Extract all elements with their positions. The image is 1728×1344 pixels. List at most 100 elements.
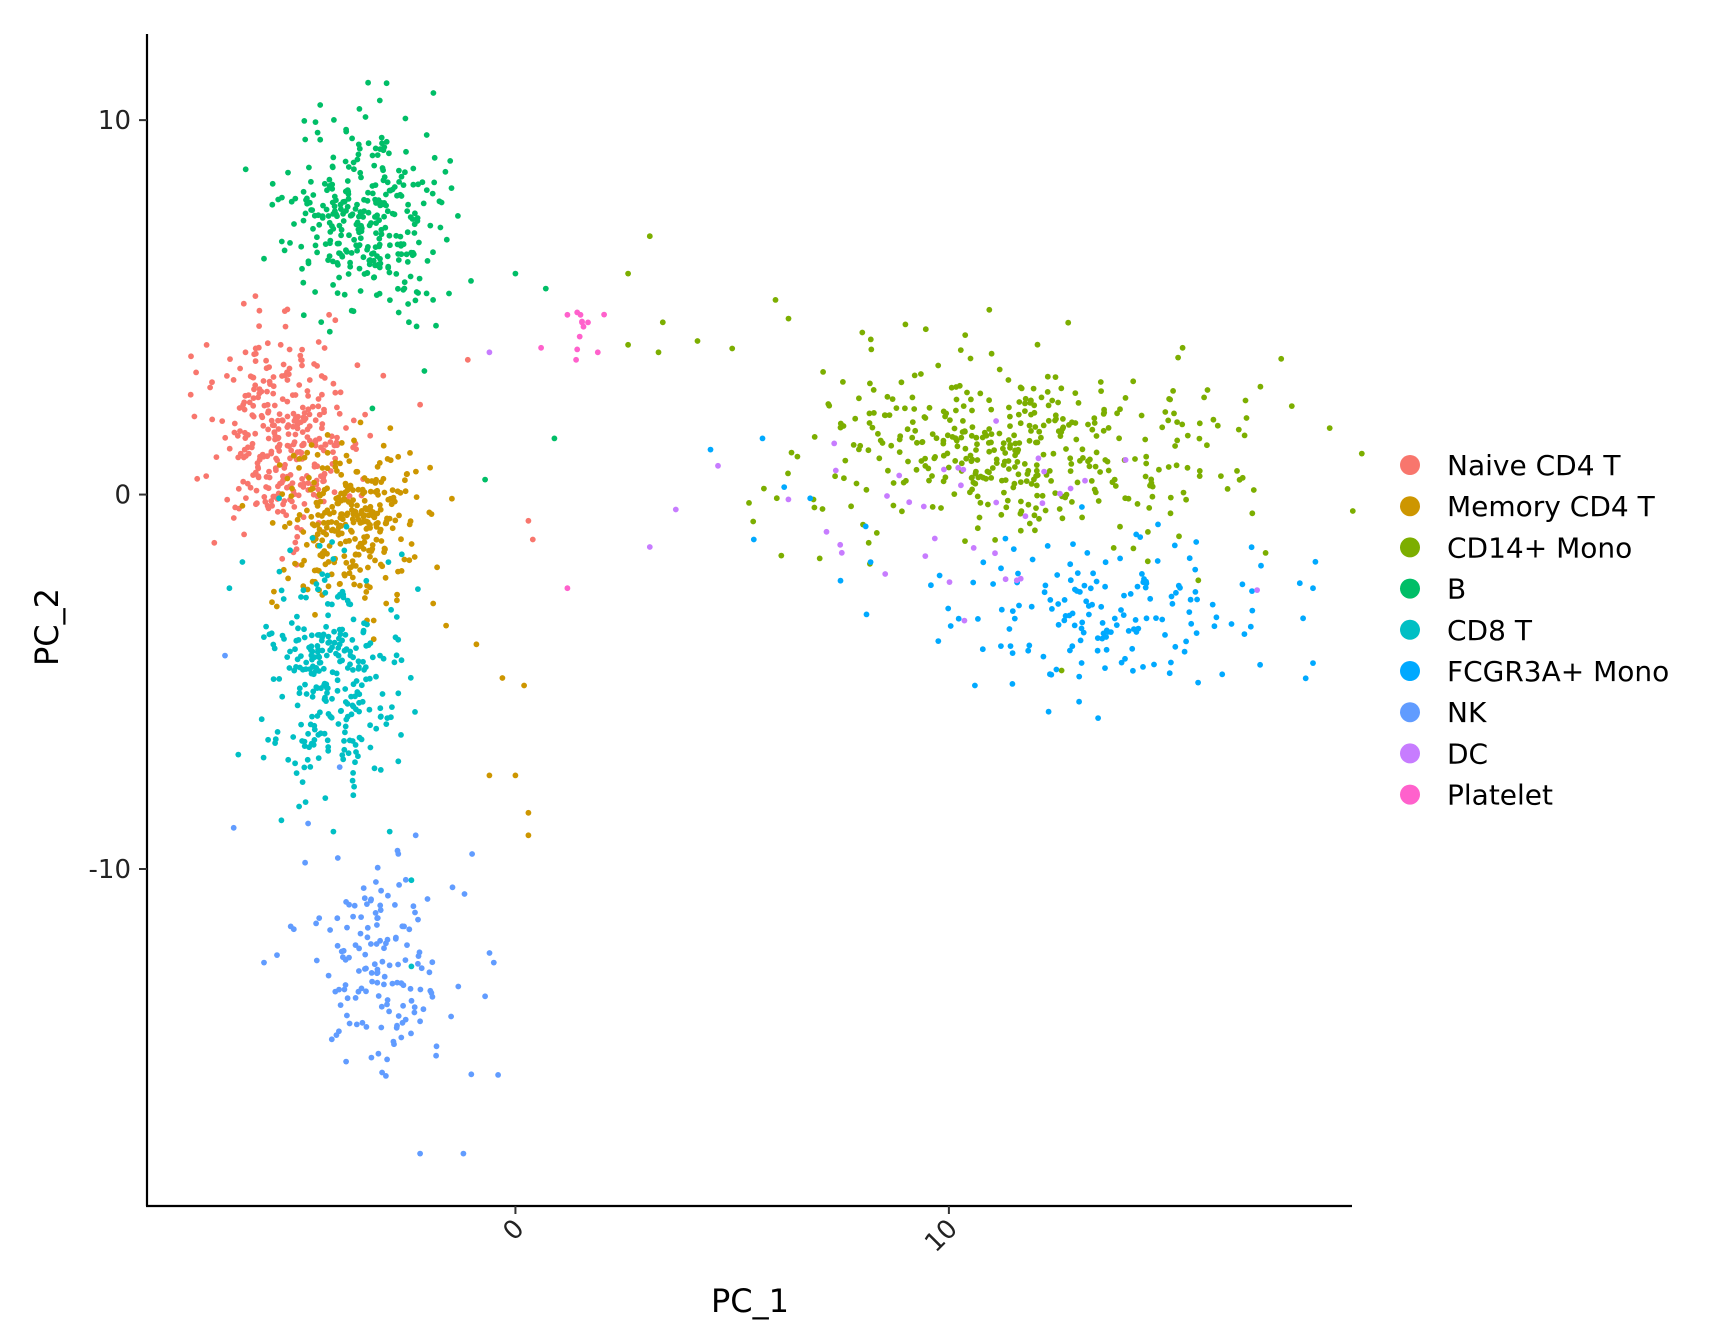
data-point (957, 347, 964, 353)
x-tick-label: 10 (919, 1214, 964, 1259)
data-point (367, 257, 373, 263)
data-point (320, 490, 326, 497)
data-point (285, 575, 291, 582)
data-point (209, 379, 215, 386)
data-point (928, 582, 934, 589)
data-point (1060, 424, 1067, 431)
data-point (431, 154, 438, 161)
data-point (374, 966, 381, 973)
data-point (343, 425, 349, 431)
data-point (365, 564, 371, 571)
data-point (948, 384, 955, 391)
data-point (276, 462, 283, 468)
data-point (1055, 399, 1061, 406)
data-point (938, 505, 944, 511)
data-point (337, 540, 344, 547)
data-point (427, 987, 434, 994)
data-point (339, 657, 345, 664)
data-point (1195, 679, 1201, 686)
data-point (362, 595, 368, 601)
data-point (368, 1054, 375, 1061)
data-point (294, 656, 301, 663)
data-point (1000, 462, 1007, 468)
data-point (869, 424, 876, 431)
data-point (594, 349, 601, 356)
data-point (443, 236, 450, 243)
data-point (1236, 476, 1243, 483)
data-point (358, 914, 364, 920)
data-point (909, 394, 916, 401)
data-point (354, 247, 360, 254)
data-point (406, 319, 412, 326)
data-point (300, 279, 307, 286)
data-point (1016, 399, 1023, 405)
data-point (377, 255, 383, 262)
data-point (346, 954, 352, 961)
data-point (415, 960, 421, 967)
data-point (349, 558, 356, 564)
data-point (866, 410, 873, 417)
data-point (312, 611, 318, 618)
data-point (315, 586, 321, 593)
data-point (1073, 436, 1080, 443)
data-point (1239, 581, 1246, 588)
data-point (269, 520, 276, 526)
data-point (1132, 617, 1139, 623)
data-point (301, 454, 308, 461)
data-point (395, 758, 402, 765)
data-point (1067, 485, 1074, 492)
data-point (1127, 591, 1134, 597)
data-point (832, 467, 839, 474)
data-point (383, 138, 390, 145)
data-point (1134, 501, 1141, 507)
data-point (258, 716, 265, 723)
data-point (993, 460, 1000, 466)
data-point (1055, 601, 1062, 607)
data-point (341, 291, 348, 298)
data-point (1196, 435, 1203, 442)
data-point (311, 726, 318, 733)
data-point (1001, 489, 1007, 496)
data-point (837, 541, 844, 548)
data-point (1068, 461, 1075, 467)
data-point (241, 406, 248, 413)
data-point (287, 240, 293, 246)
data-point (410, 165, 417, 172)
data-point (278, 817, 285, 824)
data-point (231, 429, 238, 436)
data-point (344, 924, 350, 931)
data-point (1326, 425, 1333, 431)
data-point (998, 643, 1004, 649)
data-point (1002, 576, 1009, 583)
data-point (1014, 459, 1021, 465)
data-point (263, 484, 269, 490)
data-point (579, 319, 585, 326)
data-point (358, 174, 364, 181)
data-point (309, 693, 316, 700)
data-point (336, 240, 342, 247)
data-point (823, 528, 830, 535)
data-point (951, 425, 958, 432)
data-point (1017, 575, 1024, 582)
data-point (1201, 394, 1207, 401)
data-point (1011, 432, 1017, 439)
data-point (1055, 621, 1062, 628)
data-point (284, 398, 291, 405)
legend-label: Platelet (1447, 779, 1553, 812)
data-point (340, 591, 347, 598)
data-point (364, 924, 371, 931)
data-point (1009, 608, 1016, 614)
data-point (357, 930, 364, 937)
data-point (449, 884, 456, 891)
data-point (956, 382, 963, 389)
data-point (338, 206, 344, 213)
data-point (298, 243, 305, 250)
data-point (350, 519, 357, 526)
data-point (333, 495, 340, 502)
data-point (377, 528, 383, 535)
data-point (1093, 433, 1100, 439)
data-point (1122, 655, 1128, 662)
data-point (358, 519, 365, 526)
data-point (969, 486, 975, 493)
